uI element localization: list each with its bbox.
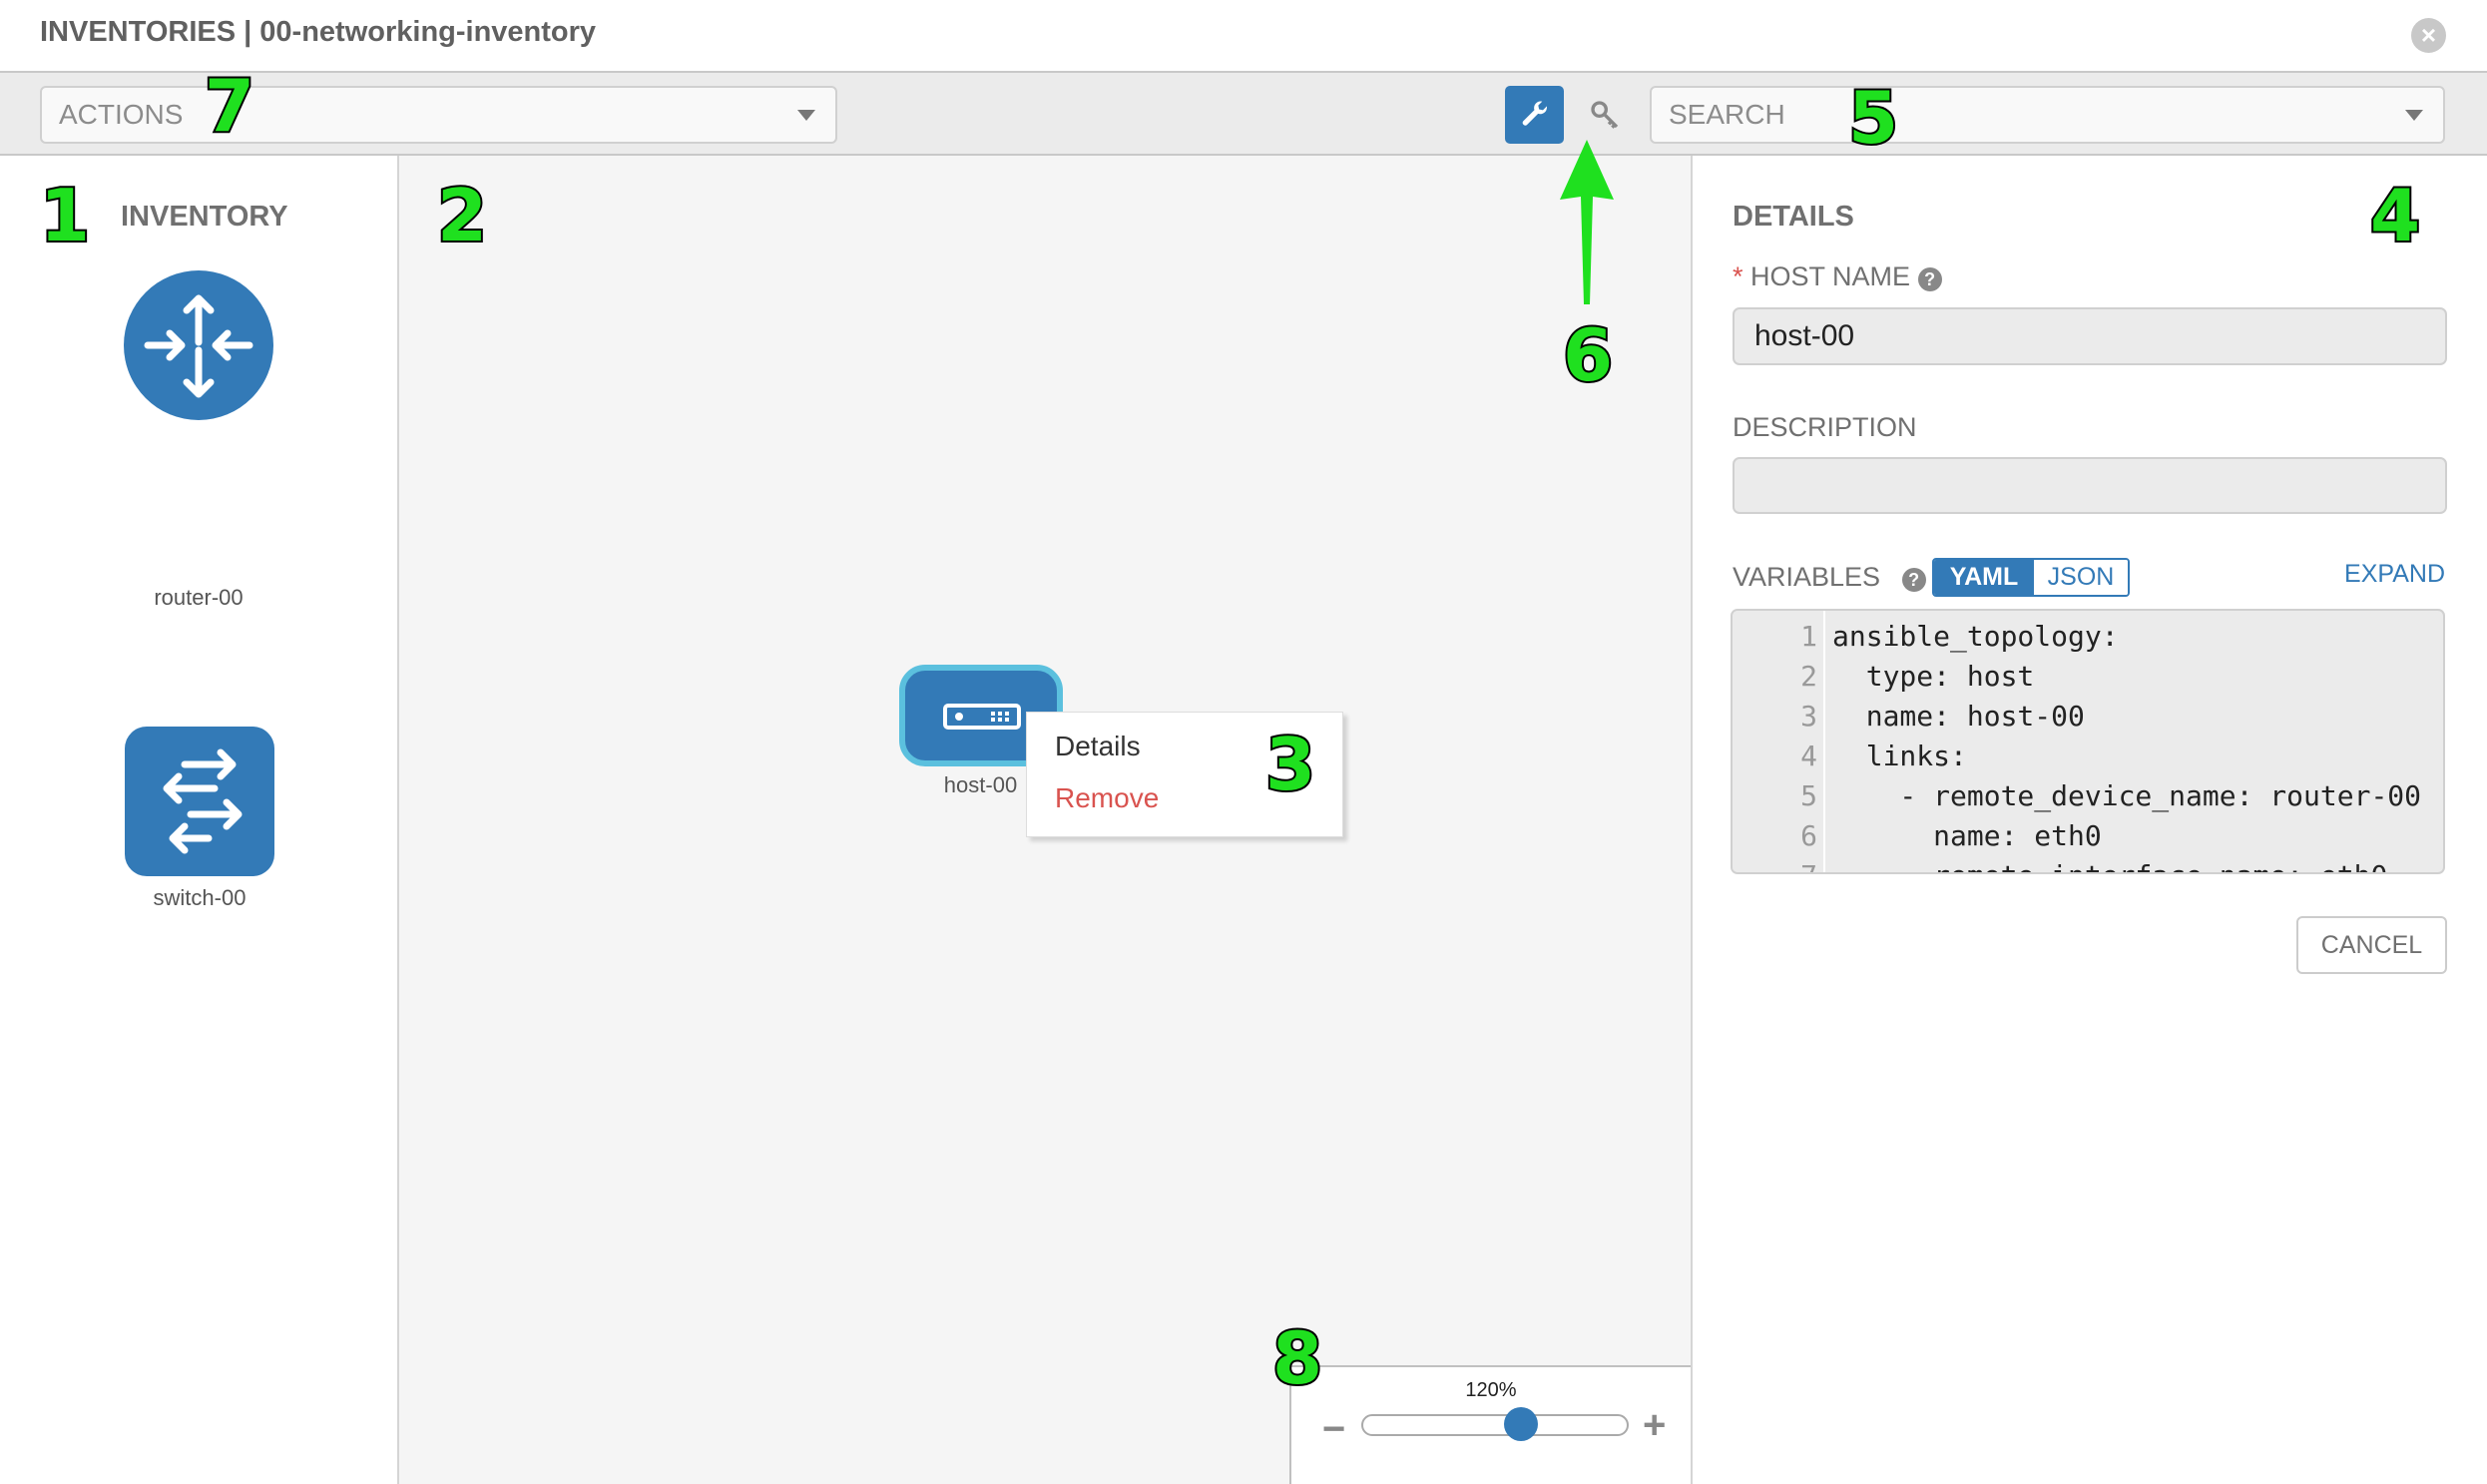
help-icon[interactable]: ?: [1901, 568, 1926, 592]
annotation-8: 8: [1270, 1316, 1324, 1400]
line-number: 1: [1800, 620, 1817, 653]
host-node-label: host-00: [943, 772, 1018, 797]
annotation-6: 6: [1561, 313, 1615, 397]
variables-label: VARIABLES ?: [1733, 562, 1926, 593]
description-field[interactable]: [1733, 457, 2447, 514]
context-menu-remove[interactable]: Remove: [1055, 782, 1160, 813]
line-number: 3: [1800, 700, 1817, 733]
wrench-icon: [1522, 101, 1547, 126]
toolbar: ACTIONS SEARCH: [0, 73, 2487, 156]
zoom-control: 120% − +: [1289, 1365, 1691, 1484]
annotation-arrow-icon: [1560, 140, 1614, 304]
wrench-button[interactable]: [1505, 86, 1564, 144]
annotation-1: 1: [38, 174, 92, 257]
inventory-item-router[interactable]: [124, 270, 273, 420]
line-number: 4: [1800, 740, 1817, 772]
variables-editor[interactable]: 1 ansible_topology: 2 type: host 3 name: ho…: [1731, 609, 2445, 874]
actions-dropdown[interactable]: ACTIONS: [40, 86, 837, 144]
required-marker: *: [1733, 261, 1743, 291]
code-line: - remote_device_name: router-00: [1832, 779, 2422, 812]
expand-link[interactable]: EXPAND: [2344, 560, 2445, 588]
key-icon: [1590, 101, 1618, 129]
variables-label-text: VARIABLES: [1733, 562, 1881, 592]
annotation-4: 4: [2368, 174, 2422, 257]
zoom-out-icon[interactable]: −: [1322, 1407, 1346, 1451]
details-title: DETAILS: [1733, 201, 1854, 233]
line-number: 5: [1800, 779, 1817, 812]
annotation-2: 2: [435, 174, 489, 257]
host-name-label-text: HOST NAME: [1750, 261, 1911, 291]
code-line: name: eth0: [1832, 819, 2102, 852]
line-number: 2: [1800, 660, 1817, 693]
line-number: 6: [1800, 819, 1817, 852]
code-line: ansible_topology:: [1832, 620, 2119, 653]
inventory-item-switch[interactable]: [125, 727, 274, 876]
format-toggle: YAML JSON: [1932, 558, 2130, 597]
yaml-toggle[interactable]: YAML: [1934, 560, 2034, 595]
annotation-5: 5: [1846, 76, 1900, 160]
search-input[interactable]: SEARCH: [1650, 86, 2445, 144]
page-title: INVENTORIES | 00-networking-inventory: [40, 16, 597, 48]
router-icon: [144, 294, 253, 398]
inventory-panel: INVENTORY router-00 switch-00: [0, 156, 399, 1484]
code-line: links:: [1832, 740, 1967, 772]
zoom-in-icon[interactable]: +: [1643, 1403, 1667, 1447]
header: INVENTORIES | 00-networking-inventory ×: [0, 0, 2487, 73]
code-line: type: host: [1832, 660, 2035, 693]
inventory-item-label: switch-00: [153, 885, 247, 910]
description-label: DESCRIPTION: [1733, 412, 1917, 442]
annotation-3: 3: [1263, 723, 1317, 806]
host-name-label: * HOST NAME ?: [1733, 261, 1942, 292]
actions-placeholder: ACTIONS: [59, 99, 184, 130]
code-line: remote_interface_name: eth0: [1832, 856, 2387, 872]
line-number: 7: [1733, 856, 1817, 872]
help-icon[interactable]: ?: [1917, 267, 1942, 291]
host-icon: [943, 704, 1021, 730]
inventory-title: INVENTORY: [121, 201, 288, 233]
context-menu-details[interactable]: Details: [1055, 731, 1141, 761]
close-icon[interactable]: ×: [2411, 18, 2446, 53]
line-number-gutter: [1733, 611, 1825, 872]
chevron-down-icon: [2405, 110, 2423, 121]
cancel-button[interactable]: CANCEL: [2296, 916, 2447, 974]
inventory-item-label: router-00: [154, 585, 244, 610]
host-name-field[interactable]: host-00: [1733, 307, 2447, 365]
chevron-down-icon: [797, 110, 815, 121]
key-button[interactable]: [1582, 86, 1627, 144]
zoom-level: 120%: [1465, 1379, 1517, 1401]
code-line: name: host-00: [1832, 700, 2085, 733]
search-placeholder: SEARCH: [1669, 99, 1785, 130]
context-menu: Details Remove: [1026, 712, 1343, 837]
zoom-slider-thumb[interactable]: [1504, 1407, 1539, 1441]
zoom-slider[interactable]: [1361, 1407, 1629, 1441]
annotation-7: 7: [203, 64, 256, 148]
switch-icon: [163, 748, 243, 854]
json-toggle[interactable]: JSON: [2034, 560, 2128, 595]
